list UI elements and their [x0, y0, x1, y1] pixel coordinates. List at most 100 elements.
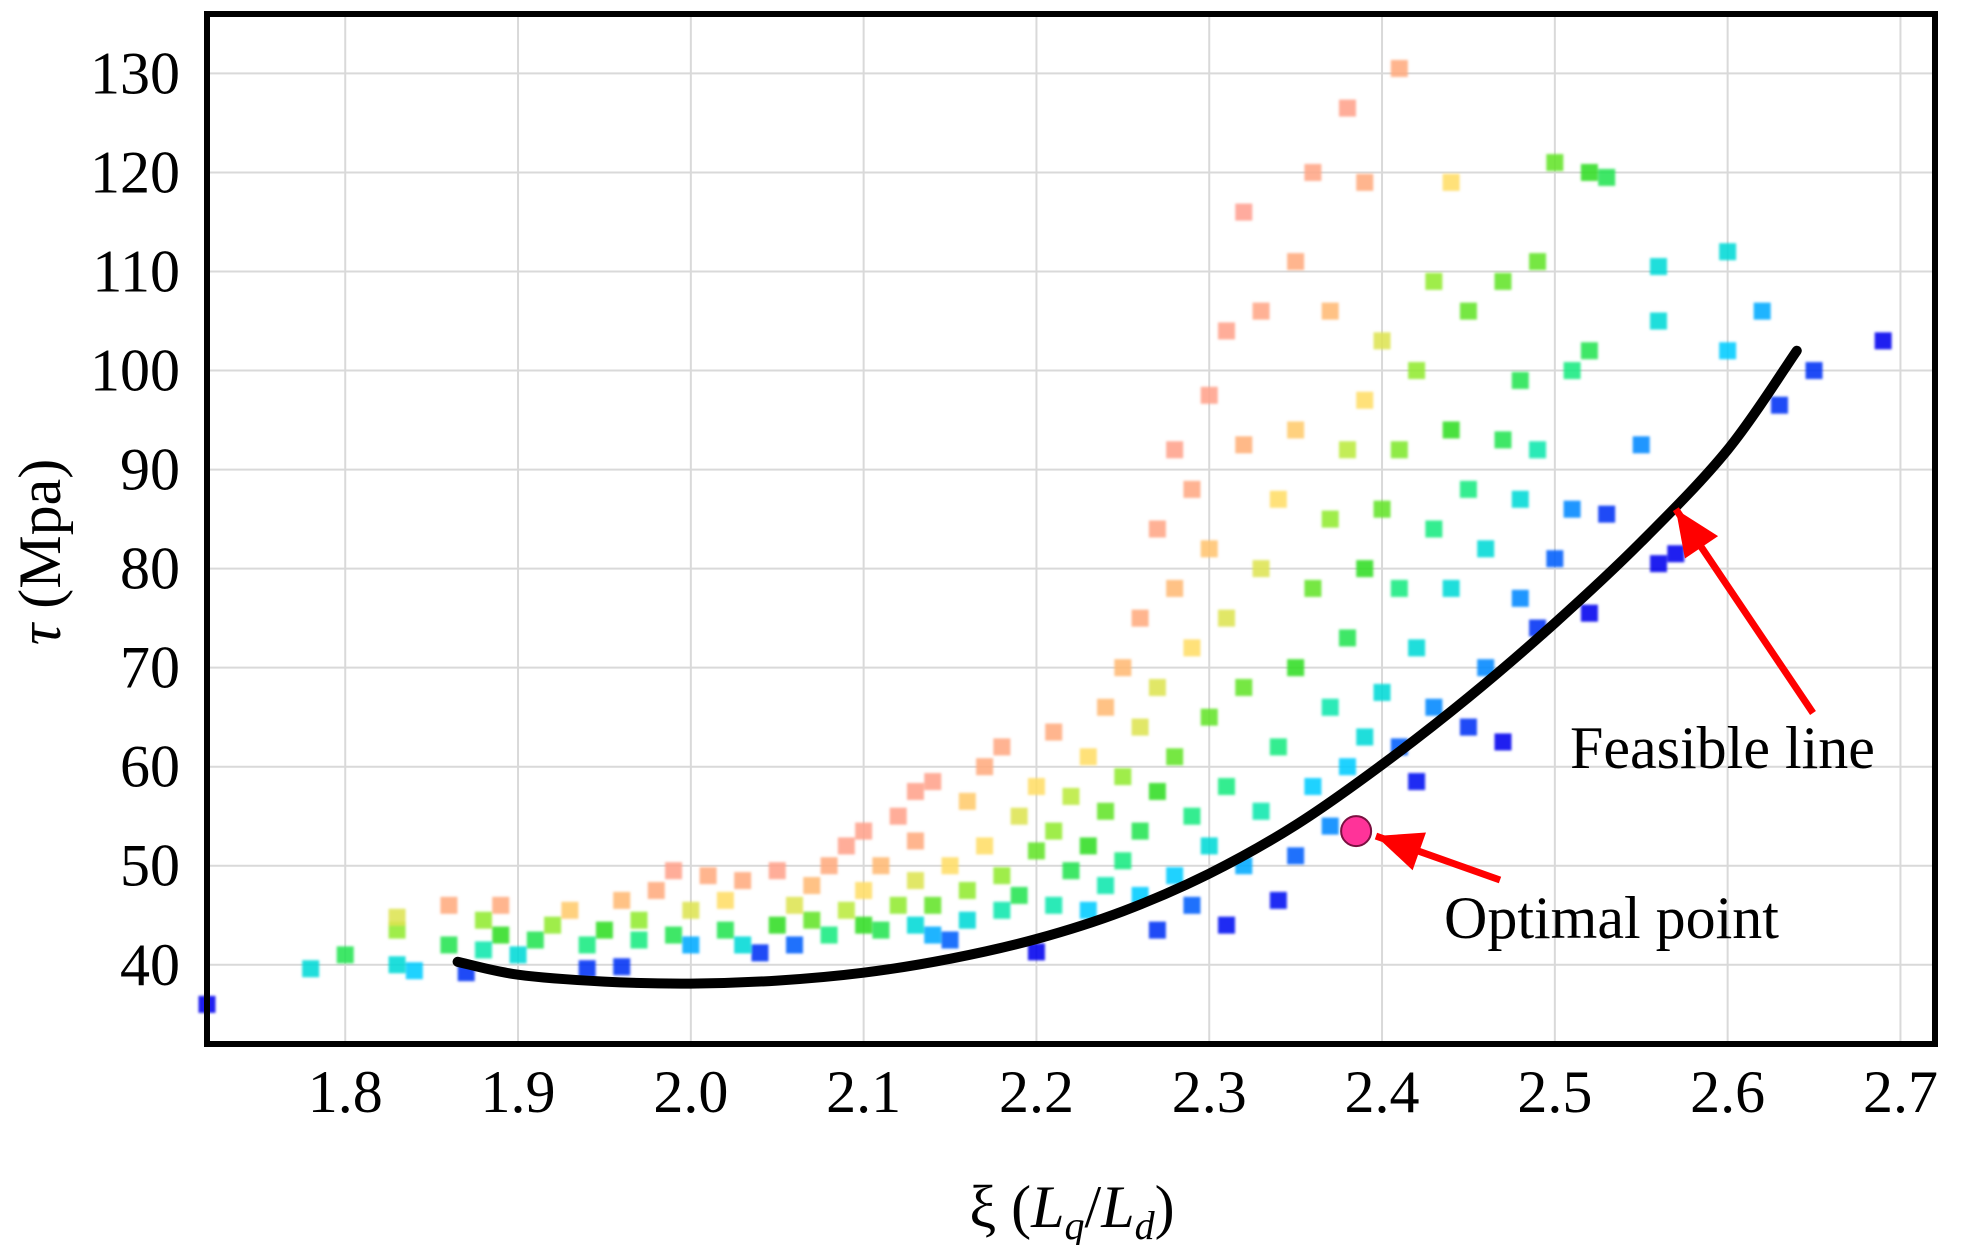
scatter-point-124: [1287, 659, 1305, 677]
scatter-point-56: [906, 782, 924, 800]
x-axis-title: ξ (Lq/Ld): [969, 1174, 1174, 1245]
scatter-point-144: [1373, 332, 1391, 350]
scatter-point-67: [993, 901, 1011, 919]
scatter-point-24: [630, 911, 648, 929]
scatter-point-65: [976, 837, 994, 855]
scatter-point-156: [1442, 421, 1460, 439]
scatter-point-39: [786, 896, 804, 914]
x-tick-label-0: 1.8: [308, 1059, 383, 1125]
scatter-point-61: [941, 857, 959, 875]
scatter-point-79: [1062, 787, 1080, 805]
scatter-point-188: [1753, 302, 1771, 320]
scatter-point-53: [906, 916, 924, 934]
scatter-point-129: [1304, 163, 1322, 181]
scatter-point-168: [1511, 371, 1529, 389]
scatter-point-36: [768, 916, 786, 934]
scatter-point-181: [1632, 436, 1650, 454]
scatter-point-93: [1148, 921, 1166, 939]
y-tick-label-0: 40: [120, 932, 180, 998]
scatter-point-187: [1719, 243, 1737, 261]
x-tick-label-8: 2.6: [1690, 1059, 1765, 1125]
y-tick-label-5: 90: [120, 437, 180, 503]
scatter-point-72: [1027, 943, 1045, 961]
scatter-point-149: [1408, 773, 1426, 791]
scatter-point-171: [1529, 253, 1547, 271]
x-tick-label-4: 2.2: [999, 1059, 1074, 1125]
optimal-point-label: Optimal point: [1444, 885, 1779, 951]
scatter-point-48: [855, 822, 873, 840]
scatter-point-80: [1079, 901, 1097, 919]
scatter-point-111: [1218, 609, 1236, 627]
scatter-point-44: [837, 901, 855, 919]
scatter-point-94: [1148, 782, 1166, 800]
scatter-point-13: [492, 896, 510, 914]
scatter-point-85: [1097, 698, 1115, 716]
scatter-point-57: [924, 926, 942, 944]
scatter-point-174: [1563, 500, 1581, 518]
scatter-point-69: [993, 738, 1011, 756]
scatter-point-33: [734, 936, 752, 954]
scatter-point-117: [1252, 802, 1270, 820]
scatter-point-86: [1114, 852, 1132, 870]
scatter-point-77: [1045, 723, 1063, 741]
scatter-point-74: [1027, 778, 1045, 795]
scatter-point-167: [1511, 490, 1529, 508]
scatter-point-15: [526, 931, 544, 949]
scatter-point-178: [1580, 163, 1598, 181]
y-tick-label-9: 130: [90, 40, 180, 106]
y-tick-label-6: 100: [90, 338, 180, 404]
scatter-point-2: [336, 946, 354, 964]
scatter-point-125: [1287, 421, 1305, 439]
scatter-point-58: [924, 896, 942, 914]
feasible-line-arrow-head: [1675, 509, 1719, 559]
scatter-point-17: [561, 901, 579, 919]
scatter-point-62: [958, 911, 976, 929]
y-tick-label-8: 120: [90, 139, 180, 205]
scatter-point-55: [906, 832, 924, 850]
scatter-point-165: [1494, 272, 1512, 290]
scatter-point-37: [768, 862, 786, 880]
scatter-point-6: [388, 908, 406, 926]
scatter-point-175: [1563, 362, 1581, 380]
scatter-point-84: [1097, 802, 1115, 820]
scatter-point-141: [1356, 173, 1374, 191]
scatter-point-184: [1650, 312, 1668, 330]
y-tick-label-1: 50: [120, 833, 180, 899]
scatter-point-16: [544, 916, 562, 934]
scatter-point-107: [1200, 540, 1218, 558]
scatter-point-164: [1494, 431, 1512, 449]
x-tick-label-7: 2.5: [1517, 1059, 1592, 1125]
scatter-point-82: [1079, 748, 1097, 766]
y-tick-label-7: 110: [92, 239, 180, 305]
scatter-point-43: [820, 857, 838, 875]
scatter-point-22: [613, 891, 631, 909]
scatter-point-163: [1494, 733, 1512, 751]
x-tick-label-6: 2.4: [1345, 1059, 1420, 1125]
scatter-point-189: [1770, 396, 1788, 414]
scatter-point-172: [1546, 550, 1564, 568]
tick-labels: 1.8 1.9 2.0 2.1 2.2 2.3 2.4 2.5 2.6 2.7 40 50 60 70 80…: [90, 40, 1938, 1125]
x-tick-label-2: 2.0: [653, 1059, 728, 1125]
x-tick-label-3: 2.1: [826, 1059, 901, 1125]
scatter-point-47: [855, 881, 873, 899]
scatter-point-136: [1338, 441, 1356, 459]
scatter-point-110: [1218, 778, 1236, 795]
scatter-point-122: [1269, 490, 1287, 508]
scatter-point-20: [595, 921, 613, 939]
scatter-point-75: [1045, 896, 1063, 914]
scatter-point-49: [872, 921, 890, 939]
scatter-point-173: [1546, 154, 1564, 172]
feasible-line-label: Feasible line: [1570, 715, 1875, 781]
scatter-point-54: [906, 872, 924, 890]
scatter-point-158: [1459, 718, 1477, 736]
scatter-point-64: [958, 792, 976, 810]
scatter-point-120: [1269, 891, 1287, 909]
scatter-point-108: [1200, 386, 1218, 404]
scatter-point-35: [751, 944, 769, 962]
scatter-point-59: [924, 773, 942, 791]
scatter-point-177: [1580, 342, 1598, 360]
scatter-point-128: [1304, 579, 1322, 597]
optimal-point-marker: [1340, 815, 1373, 848]
